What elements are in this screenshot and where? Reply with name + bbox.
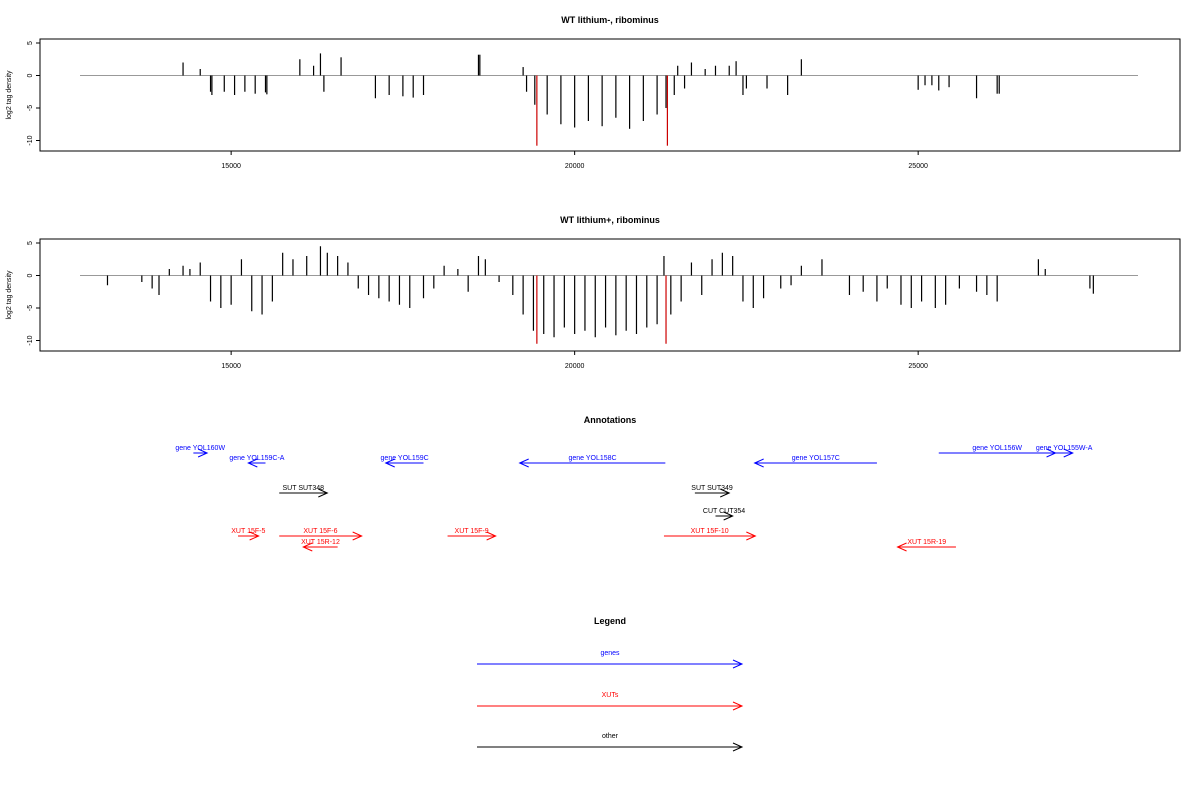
annotation-feature: XUT 15R-12 xyxy=(301,539,340,552)
x-tick-label: 15000 xyxy=(221,163,241,170)
annotation-feature: XUT 15F-9 xyxy=(447,528,497,541)
feature-label: XUT 15R-19 xyxy=(907,539,946,546)
y-axis: 5 0 -5 -10 xyxy=(27,241,40,346)
legend-item: genes xyxy=(477,650,744,669)
annotation-feature: gene YOL160W xyxy=(175,445,225,458)
arrow-head-icon xyxy=(896,542,907,552)
legend-items: genes XUTs other xyxy=(477,650,744,752)
arrow-head-icon xyxy=(384,458,395,468)
x-tick-label: 25000 xyxy=(908,363,928,370)
annotation-feature: gene YOL157C xyxy=(753,455,877,468)
arrow-head-icon xyxy=(302,542,313,552)
plot-frame xyxy=(39,38,1181,152)
y-axis-label: log2 tag density xyxy=(6,270,13,320)
feature-label: gene YOL159C xyxy=(381,455,429,462)
arrow-head-icon xyxy=(746,531,757,541)
annotation-feature: gene YOL159C-A xyxy=(229,455,285,468)
arrow-head-icon xyxy=(732,701,744,711)
feature-label: gene YOL156W xyxy=(972,445,1022,452)
y-tick-label: -5 xyxy=(27,305,34,311)
annotation-feature: SUT SUT348 xyxy=(279,485,329,498)
y-axis-label: log2 tag density xyxy=(6,70,13,120)
track-panel-lithium-plus: WT lithium+, ribominus log2 tag density … xyxy=(6,215,1181,370)
feature-label: gene YOL160W xyxy=(175,445,225,452)
feature-label: XUT 15F-10 xyxy=(691,528,729,535)
arrow-head-icon xyxy=(249,531,260,541)
density-bars xyxy=(182,53,1000,129)
y-tick-label: 5 xyxy=(27,41,34,45)
annotation-feature: XUT 15F-6 xyxy=(279,528,363,541)
legend-item: XUTs xyxy=(477,692,744,711)
arrow-head-icon xyxy=(197,448,209,458)
x-axis: 15000 20000 25000 xyxy=(221,151,928,170)
arrow-head-icon xyxy=(723,511,734,521)
boundary-markers xyxy=(536,75,668,146)
feature-label: SUT SUT348 xyxy=(283,485,325,492)
arrow-head-icon xyxy=(518,458,529,468)
arrow-head-icon xyxy=(247,458,258,468)
x-tick-label: 20000 xyxy=(565,163,585,170)
x-tick-label: 25000 xyxy=(908,163,928,170)
y-tick-label: -10 xyxy=(27,335,34,345)
feature-label: gene YOL155W-A xyxy=(1036,445,1093,452)
feature-label: XUT 15F-5 xyxy=(231,528,265,535)
legend-label: genes xyxy=(600,650,620,657)
arrow-head-icon xyxy=(1063,448,1074,458)
arrow-head-icon xyxy=(732,742,744,752)
annotation-feature: XUT 15F-10 xyxy=(663,528,757,541)
y-tick-label: 0 xyxy=(27,73,34,77)
feature-label: gene YOL159C-A xyxy=(229,455,284,462)
feature-label: XUT 15R-12 xyxy=(301,539,340,546)
legend-panel: Legend genes XUTs other xyxy=(477,616,744,752)
annotation-feature: gene YOL155W-A xyxy=(1036,445,1093,458)
panel-title: WT lithium-, ribominus xyxy=(561,15,659,25)
feature-label: CUT CUT354 xyxy=(703,508,745,515)
arrow-head-icon xyxy=(352,531,363,541)
y-axis: 5 0 -5 -10 xyxy=(27,41,40,146)
annotation-feature: gene YOL158C xyxy=(518,455,666,468)
feature-label: XUT 15F-9 xyxy=(455,528,489,535)
density-bars xyxy=(106,246,1094,338)
annotation-feature: SUT SUT349 xyxy=(691,485,733,498)
legend-title: Legend xyxy=(594,616,626,626)
annotation-feature: CUT CUT354 xyxy=(703,508,745,521)
panel-title: WT lithium+, ribominus xyxy=(560,215,660,225)
arrow-head-icon xyxy=(732,659,744,669)
arrow-head-icon xyxy=(753,458,764,468)
legend-item: other xyxy=(477,733,744,752)
feature-label: SUT SUT349 xyxy=(691,485,733,492)
annotation-features: gene YOL160W gene YOL159C-A gene YOL159C ge… xyxy=(175,445,1093,552)
annotations-title: Annotations xyxy=(584,415,637,425)
y-tick-label: -5 xyxy=(27,105,34,111)
x-tick-label: 20000 xyxy=(565,363,585,370)
y-tick-label: 5 xyxy=(27,241,34,245)
boundary-markers xyxy=(536,275,667,344)
arrow-head-icon xyxy=(720,488,731,498)
annotation-feature: gene YOL159C xyxy=(381,455,429,468)
x-axis: 15000 20000 25000 xyxy=(221,351,928,370)
plot-frame xyxy=(39,238,1181,352)
feature-label: gene YOL158C xyxy=(568,455,616,462)
y-tick-label: -10 xyxy=(27,135,34,145)
legend-label: XUTs xyxy=(602,692,619,699)
legend-label: other xyxy=(602,733,619,740)
arrow-head-icon xyxy=(486,531,497,541)
annotation-feature: XUT 15R-19 xyxy=(896,539,956,552)
feature-label: XUT 15F-6 xyxy=(303,528,337,535)
track-panel-lithium-minus: WT lithium-, ribominus log2 tag density … xyxy=(6,15,1181,170)
feature-label: gene YOL157C xyxy=(792,455,840,462)
x-tick-label: 15000 xyxy=(221,363,241,370)
y-tick-label: 0 xyxy=(27,273,34,277)
annotation-feature: XUT 15F-5 xyxy=(231,528,265,541)
arrow-head-icon xyxy=(318,488,329,498)
